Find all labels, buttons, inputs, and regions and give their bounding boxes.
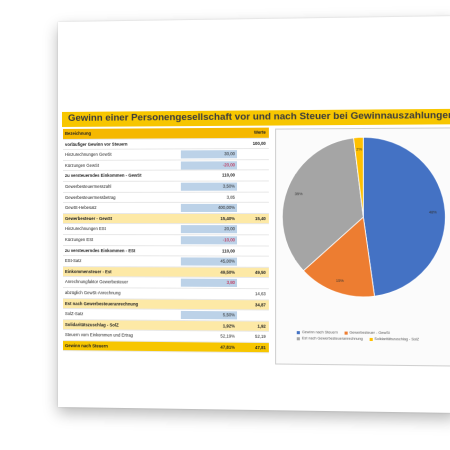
row-label: Hinzurechnungen GewSt: [65, 150, 176, 160]
row-result: 47,81: [240, 344, 268, 352]
row-value[interactable]: -10,00: [181, 236, 237, 244]
table-row: GewSt-Hebesatz 400,00%: [63, 203, 269, 214]
row-value[interactable]: 3,50%: [181, 183, 237, 191]
calculation-table: Bezeichnung Werte vorläufiger Gewinn vor…: [63, 128, 269, 354]
row-value[interactable]: 400,00%: [181, 204, 237, 212]
legend-label: Gewerbesteuer - GewSt: [349, 331, 389, 335]
row-value: 110,00: [181, 247, 237, 255]
legend-label: Solidaritätszuschlag - SolZ: [374, 337, 419, 342]
row-label: ESt-Satz: [65, 256, 176, 266]
row-label: Einkommensteuer - Est: [65, 267, 176, 277]
table-row: Hinzurechnungen ESt 20,00: [63, 224, 269, 235]
row-value[interactable]: 3,80: [181, 279, 237, 287]
legend-swatch: [297, 331, 300, 334]
table-row: Gewerbesteuermessbetrag 3,85: [63, 192, 269, 203]
legend-swatch: [344, 331, 347, 334]
row-result: 1,92: [240, 322, 268, 330]
row-result: [240, 258, 268, 266]
row-value[interactable]: -20,00: [181, 161, 237, 169]
pie-chart: 48% 15% 35% 2%: [276, 128, 450, 324]
table-row: Kürzungen GewSt -20,00: [63, 160, 269, 171]
row-label: zu versteuerndes Einkommen - ESt: [65, 246, 176, 256]
row-label: SolZ-Satz: [65, 309, 176, 319]
table-row: Kürzungen ESt -10,00: [63, 235, 269, 246]
row-label: Hinzurechnungen ESt: [65, 224, 176, 234]
row-label: Kürzungen ESt: [65, 235, 176, 245]
row-value: [181, 300, 237, 308]
table-row: ESt-Satz 45,00%: [63, 256, 269, 267]
legend-item: Solidaritätszuschlag - SolZ: [369, 336, 419, 343]
row-result: [240, 150, 268, 158]
row-value: 49,50%: [181, 268, 237, 276]
row-result: [240, 225, 268, 233]
row-result: 14,63: [240, 290, 268, 298]
row-label: Gewinn nach Steuern: [65, 341, 176, 352]
legend-label: Gewinn nach Steuern: [302, 330, 338, 334]
table-row: zu versteuerndes Einkommen - GewSt 110,00: [63, 171, 269, 182]
slice-label: 35%: [295, 192, 304, 196]
row-value: 52,19%: [181, 332, 237, 341]
row-value[interactable]: 45,00%: [181, 258, 237, 266]
row-result: [240, 193, 268, 201]
row-result: 34,87: [240, 301, 268, 309]
row-value: 47,81%: [181, 343, 237, 352]
row-result: [240, 172, 268, 180]
table-row: Gewinn nach Steuern 47,81% 47,81: [63, 341, 269, 354]
legend-item: Est nach Gewerbesteueranrechnung: [297, 335, 363, 342]
header-label: Bezeichnung: [65, 128, 176, 138]
row-result: 15,40: [240, 215, 268, 223]
legend-label: Est nach Gewerbesteueranrechnung: [302, 336, 363, 341]
row-label: vorläufiger Gewinn vor Steuern: [65, 139, 176, 149]
chart-legend: Gewinn nach Steuern Gewerbesteuer - GewSt…: [297, 329, 450, 343]
row-result: [240, 182, 268, 190]
row-label: Kürzungen GewSt: [65, 160, 176, 170]
page-title: Gewinn einer Personengesellschaft vor un…: [68, 110, 450, 124]
slice-label: 2%: [356, 148, 362, 152]
row-label: Est nach Gewerbesteueranrechnung: [65, 299, 176, 309]
row-label: zu versteuerndes Einkommen - GewSt: [65, 171, 176, 181]
row-result: [240, 161, 268, 169]
row-label: Gewerbesteuer - GewSt: [65, 214, 176, 224]
row-label: Steuern vom Einkommen und Ertrag: [65, 330, 176, 341]
document-page: Gewinn einer Personengesellschaft vor un…: [58, 16, 450, 413]
row-result: [240, 279, 268, 287]
row-value: [181, 140, 237, 148]
row-result: 100,00: [240, 139, 268, 147]
row-value[interactable]: 5,50%: [181, 311, 237, 320]
row-label: abzüglich GewSt-Anrechnung: [65, 288, 176, 298]
header-value: Werte: [240, 129, 268, 137]
row-value: 15,40%: [181, 215, 237, 223]
row-result: [240, 204, 268, 212]
pie-slice: [363, 137, 445, 297]
row-value: [181, 290, 237, 298]
row-label: Solidaritätszuschlag - SolZ: [65, 320, 176, 331]
slice-label: 48%: [429, 211, 438, 215]
row-value: 3,85: [181, 193, 237, 201]
row-result: [240, 311, 268, 319]
legend-swatch: [369, 337, 372, 340]
table-row: Hinzurechnungen GewSt 30,00: [63, 149, 269, 161]
table-row: Gewerbesteuermesszahl 3,50%: [63, 181, 269, 192]
row-label: Gewerbesteuermesszahl: [65, 182, 176, 192]
row-result: [240, 236, 268, 244]
row-result: 52,19: [240, 333, 268, 341]
row-value: 1,92%: [181, 322, 237, 331]
row-result: 49,50: [240, 268, 268, 276]
slice-label: 15%: [336, 279, 345, 283]
row-value[interactable]: 20,00: [181, 225, 237, 233]
row-label: GewSt-Hebesatz: [65, 203, 176, 213]
title-band: Gewinn einer Personengesellschaft vor un…: [62, 109, 450, 127]
pie-chart-panel: 48% 15% 35% 2% Gewinn nach Steuern Gewerbest…: [275, 127, 450, 366]
legend-swatch: [297, 337, 300, 340]
row-value: 110,00: [181, 172, 237, 180]
row-label: Anrechnungfaktor Gewerbesteuer: [65, 277, 176, 287]
row-result: [240, 247, 268, 255]
row-value[interactable]: 30,00: [181, 150, 237, 158]
row-label: Gewerbesteuermessbetrag: [65, 192, 176, 202]
table-row: Gewerbesteuer - GewSt 15,40% 15,40: [63, 214, 269, 225]
table-row: zu versteuerndes Einkommen - ESt 110,00: [63, 246, 269, 257]
